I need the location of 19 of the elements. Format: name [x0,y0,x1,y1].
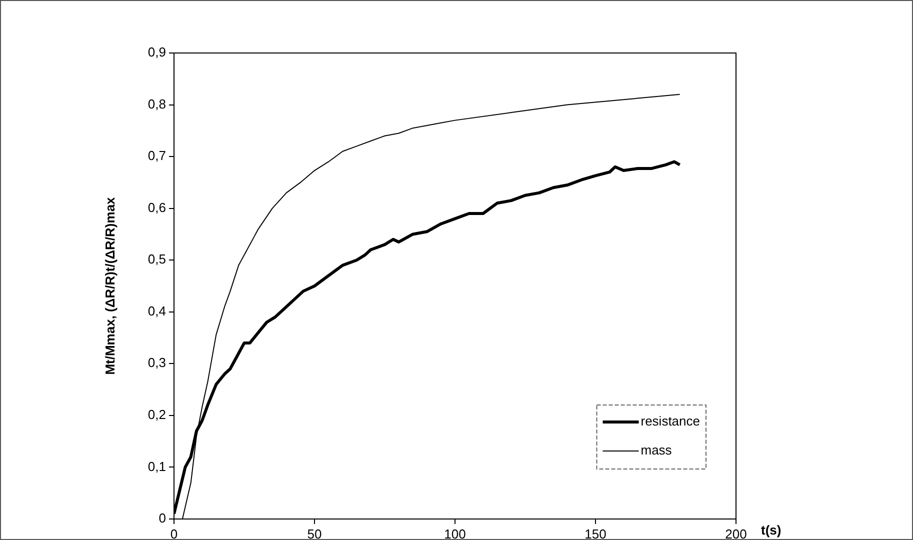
x-tick-label: 200 [725,526,747,540]
y-tick-label: 0,2 [148,407,166,422]
y-tick-label: 0,8 [148,96,166,112]
legend-label: resistance [640,414,700,429]
y-tick-label: 0,3 [148,355,166,370]
y-tick-label: 0,6 [148,200,166,215]
y-tick-label: 0,9 [148,44,166,60]
y-tick-label: 0,7 [148,148,166,164]
y-tick-label: 0,1 [148,458,166,474]
x-tick-label: 50 [307,526,322,540]
y-axis-title: Mt/Mmax, (ΔR/R)t/(ΔR/R)max [102,196,118,375]
y-tick-label: 0,5 [148,252,166,267]
x-tick-label: 100 [444,526,466,540]
x-tick-label: 0 [170,526,178,540]
y-tick-label: 0 [158,510,166,526]
legend-label: mass [640,442,672,458]
y-tick-label: 0,4 [148,303,166,318]
x-tick-label: 150 [584,526,606,540]
x-axis-title: t(s) [761,522,782,538]
